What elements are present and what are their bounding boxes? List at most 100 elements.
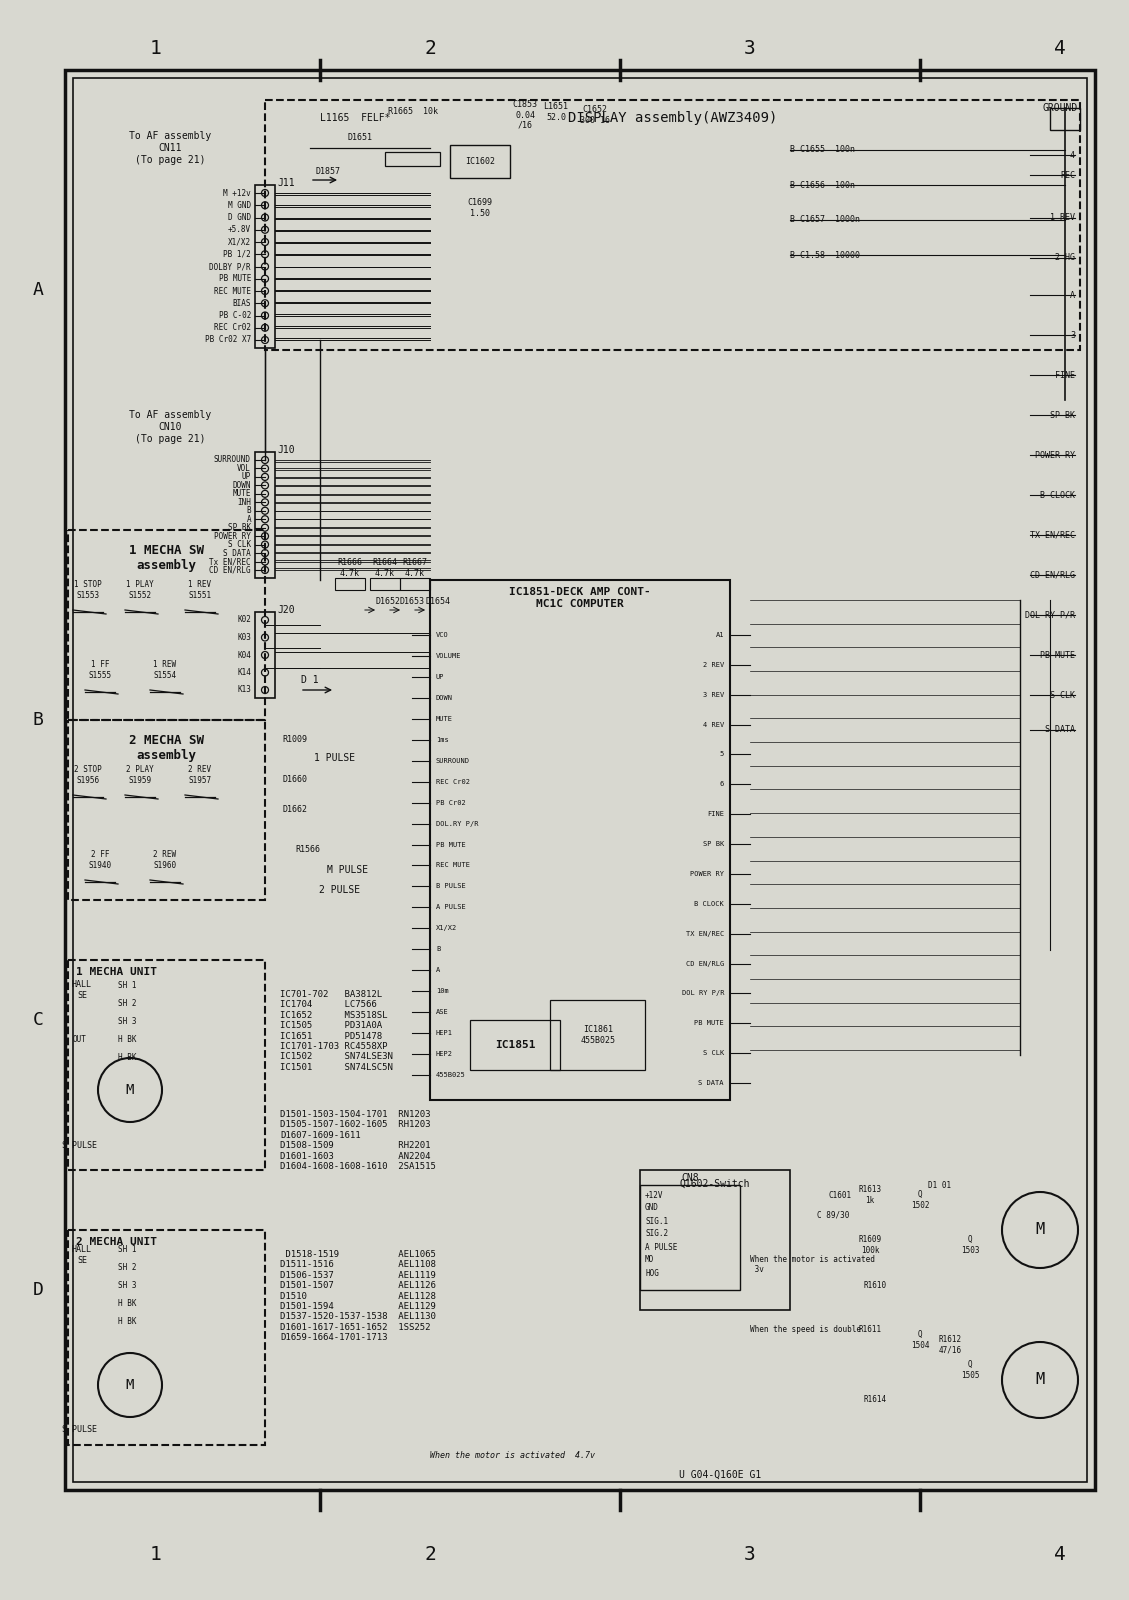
Text: IC1861
455B025: IC1861 455B025 — [580, 1026, 615, 1045]
Text: SIG.2: SIG.2 — [645, 1229, 668, 1238]
Text: M: M — [125, 1083, 134, 1098]
Bar — [255, 186, 275, 349]
Bar — [470, 1021, 560, 1070]
Text: C1853
0.04
/16: C1853 0.04 /16 — [513, 101, 537, 130]
Text: OUT: OUT — [73, 1035, 87, 1045]
Text: A: A — [1070, 291, 1075, 299]
Bar — [450, 146, 510, 178]
Text: GND: GND — [645, 1203, 659, 1213]
Text: 1 PULSE: 1 PULSE — [315, 754, 356, 763]
Text: K03: K03 — [237, 634, 251, 642]
Text: REC: REC — [1060, 171, 1075, 179]
Text: HALL
SE: HALL SE — [72, 981, 91, 1000]
Text: L1165  FELF*: L1165 FELF* — [320, 114, 391, 123]
Text: 1 PLAY
S1552: 1 PLAY S1552 — [126, 581, 154, 600]
Text: D1662: D1662 — [282, 805, 307, 814]
Text: 1 STOP
S1553: 1 STOP S1553 — [75, 581, 102, 600]
Bar — [640, 1170, 790, 1310]
Text: D1857: D1857 — [316, 168, 341, 176]
Text: A PULSE: A PULSE — [436, 904, 466, 910]
Text: DOWN: DOWN — [436, 694, 453, 701]
Text: REC MUTE: REC MUTE — [436, 862, 470, 869]
Text: S CLK: S CLK — [702, 1050, 724, 1056]
Bar — [68, 720, 265, 899]
Text: A1: A1 — [716, 632, 724, 638]
Text: VOLUME: VOLUME — [436, 653, 462, 659]
Text: INH: INH — [237, 498, 251, 507]
Text: REC Cr02: REC Cr02 — [215, 323, 251, 333]
Text: B: B — [33, 710, 43, 730]
Text: K13: K13 — [237, 685, 251, 694]
Text: 2 REV
S1957: 2 REV S1957 — [189, 765, 211, 784]
Text: VOL: VOL — [237, 464, 251, 474]
Text: 4: 4 — [1070, 150, 1075, 160]
Text: HOG: HOG — [645, 1269, 659, 1277]
Text: Q
1505: Q 1505 — [961, 1360, 979, 1379]
Text: J11: J11 — [277, 178, 295, 187]
Text: POWER RY: POWER RY — [690, 870, 724, 877]
Text: TX EN/REC: TX EN/REC — [685, 931, 724, 936]
Text: 1 REW
S1554: 1 REW S1554 — [154, 661, 176, 680]
Text: B: B — [246, 506, 251, 515]
Text: DOL.RY P/R: DOL.RY P/R — [436, 821, 479, 827]
Text: SH 3: SH 3 — [119, 1282, 137, 1291]
Text: FINE: FINE — [707, 811, 724, 818]
Text: B C1657  1000n: B C1657 1000n — [790, 216, 860, 224]
Text: X1/X2: X1/X2 — [436, 925, 457, 931]
Text: SH 2: SH 2 — [119, 998, 137, 1008]
Bar — [68, 530, 265, 720]
Text: R1667
4.7k: R1667 4.7k — [403, 558, 428, 578]
Text: SP BK: SP BK — [228, 523, 251, 533]
Text: 1 MECHA SW
assembly: 1 MECHA SW assembly — [129, 544, 204, 573]
Text: 2 REV: 2 REV — [702, 662, 724, 667]
Text: H BK: H BK — [119, 1317, 137, 1326]
Text: DISPLAY assembly(AWZ3409): DISPLAY assembly(AWZ3409) — [568, 110, 777, 125]
Text: POWER RY: POWER RY — [215, 531, 251, 541]
Text: DOLBY P/R: DOLBY P/R — [209, 262, 251, 270]
Text: 1 REV: 1 REV — [1050, 213, 1075, 222]
Text: R1614: R1614 — [864, 1395, 886, 1405]
Text: K02: K02 — [237, 616, 251, 624]
Bar — [255, 611, 275, 698]
Text: 2: 2 — [425, 38, 436, 58]
Text: PB 1/2: PB 1/2 — [224, 250, 251, 259]
Text: SURROUND: SURROUND — [215, 456, 251, 464]
Bar — [265, 99, 1080, 350]
Text: Tx EN/REC: Tx EN/REC — [209, 557, 251, 566]
Text: +5.8V: +5.8V — [228, 226, 251, 234]
Text: 3: 3 — [744, 1546, 756, 1565]
Text: A: A — [33, 282, 43, 299]
Text: R1664
4.7k: R1664 4.7k — [373, 558, 397, 578]
Text: 1 REV
S1551: 1 REV S1551 — [189, 581, 211, 600]
Text: PB MUTE: PB MUTE — [219, 274, 251, 283]
Text: 2 STOP
S1956: 2 STOP S1956 — [75, 765, 102, 784]
Text: M: M — [125, 1378, 134, 1392]
Text: 1 MECHA UNIT: 1 MECHA UNIT — [76, 966, 157, 978]
Text: BIAS: BIAS — [233, 299, 251, 307]
Text: PB C-02: PB C-02 — [219, 310, 251, 320]
Text: B C1.58  10000: B C1.58 10000 — [790, 251, 860, 259]
Text: 2 FF
S1940: 2 FF S1940 — [88, 850, 112, 870]
Text: B: B — [436, 946, 440, 952]
Text: 2 HG: 2 HG — [1054, 253, 1075, 262]
Text: J20: J20 — [277, 605, 295, 614]
Text: D1653: D1653 — [400, 597, 425, 606]
Text: VCO: VCO — [436, 632, 448, 638]
Text: PB Cr02: PB Cr02 — [436, 800, 466, 806]
Text: S DATA: S DATA — [224, 549, 251, 557]
Text: D1652: D1652 — [375, 597, 400, 606]
Text: B C1655  100n: B C1655 100n — [790, 146, 855, 155]
Text: CN8: CN8 — [681, 1173, 699, 1182]
Text: FINE: FINE — [1054, 371, 1075, 379]
Bar — [65, 70, 1095, 1490]
Text: When the motor is activated  4.7v: When the motor is activated 4.7v — [430, 1451, 595, 1459]
Text: 4: 4 — [1054, 1546, 1066, 1565]
Text: 6: 6 — [720, 781, 724, 787]
Text: MUTE: MUTE — [436, 715, 453, 722]
Text: To AF assembly
CN11
(To page 21): To AF assembly CN11 (To page 21) — [129, 131, 211, 165]
Bar — [640, 1186, 739, 1290]
Text: H BK: H BK — [119, 1299, 137, 1309]
Text: S CLK: S CLK — [1050, 691, 1075, 699]
Text: R1009: R1009 — [282, 736, 307, 744]
Text: M PULSE: M PULSE — [327, 866, 368, 875]
